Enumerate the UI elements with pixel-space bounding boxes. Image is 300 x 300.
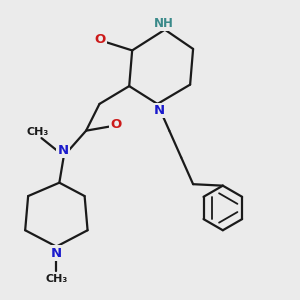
Text: O: O (95, 33, 106, 46)
Text: O: O (110, 118, 121, 131)
Text: N: N (51, 247, 62, 260)
Text: N: N (154, 104, 165, 117)
Text: NH: NH (153, 16, 173, 30)
Text: N: N (58, 144, 69, 157)
Text: CH₃: CH₃ (45, 274, 68, 284)
Text: CH₃: CH₃ (27, 127, 49, 136)
